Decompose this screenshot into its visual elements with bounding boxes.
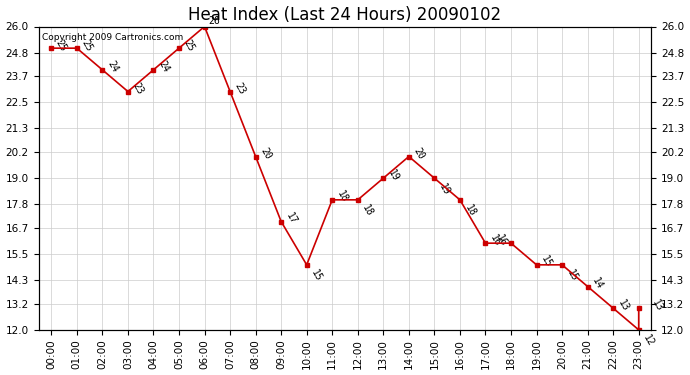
- Text: 19: 19: [437, 182, 452, 197]
- Text: 20: 20: [412, 146, 426, 161]
- Text: 14: 14: [591, 276, 605, 291]
- Text: 16: 16: [494, 233, 509, 248]
- Text: 23: 23: [233, 81, 248, 96]
- Text: Copyright 2009 Cartronics.com: Copyright 2009 Cartronics.com: [41, 33, 183, 42]
- Text: 18: 18: [361, 203, 375, 219]
- Text: 15: 15: [310, 268, 324, 284]
- Text: 25: 25: [54, 38, 68, 53]
- Text: 17: 17: [284, 211, 299, 226]
- Text: 19: 19: [386, 168, 401, 183]
- Title: Heat Index (Last 24 Hours) 20090102: Heat Index (Last 24 Hours) 20090102: [188, 6, 502, 24]
- Text: 25: 25: [181, 38, 197, 53]
- Text: 13: 13: [650, 298, 664, 313]
- Text: 24: 24: [156, 60, 170, 75]
- Text: 18: 18: [463, 203, 477, 219]
- Text: 20: 20: [258, 146, 273, 161]
- Text: 26: 26: [208, 16, 220, 26]
- Text: 13: 13: [616, 298, 631, 313]
- Text: 16: 16: [489, 233, 503, 248]
- Text: 15: 15: [540, 255, 554, 270]
- Text: 18: 18: [335, 189, 350, 205]
- Text: 25: 25: [79, 38, 94, 53]
- Text: 12: 12: [642, 333, 656, 348]
- Text: 23: 23: [130, 81, 145, 96]
- Text: 24: 24: [105, 60, 119, 75]
- Text: 15: 15: [565, 268, 580, 284]
